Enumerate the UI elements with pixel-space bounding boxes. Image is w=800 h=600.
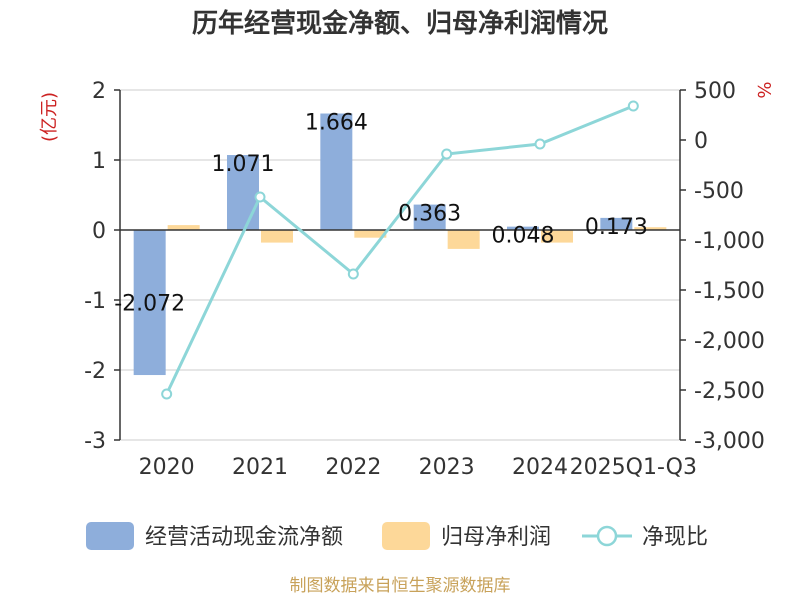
data-label-2020: -2.072	[114, 292, 185, 317]
category-label: 2023	[419, 455, 475, 480]
ratio-line	[161, 100, 639, 400]
left-axis-unit: (亿元)	[39, 92, 60, 142]
legend: 经营活动现金流净额 归母净利润 净现比	[86, 522, 708, 550]
bar-profit-2023	[447, 230, 480, 249]
bar-cashflow-2023	[413, 204, 446, 230]
category-label: 2020	[139, 455, 195, 480]
right-tick-label: -1,500	[694, 279, 765, 304]
right-tick-label: -2,000	[694, 329, 765, 354]
data-label-2024: 0.048	[492, 224, 555, 249]
bar-cashflow-2021	[227, 155, 259, 230]
bar-profit-2021	[261, 230, 293, 243]
bar-cashflow-2024	[507, 226, 539, 230]
data-label-2021: 1.071	[212, 152, 275, 177]
category-label: 2022	[325, 455, 381, 480]
bar-cashflow-2025Q1-Q3	[600, 217, 633, 230]
chart-title: 历年经营现金净额、归母净利润情况	[192, 8, 608, 39]
data-label-2022: 1.664	[305, 111, 368, 136]
legend-label-ratio: 净现比	[642, 525, 708, 550]
right-tick-label: 0	[694, 129, 708, 154]
category-label: 2021	[232, 455, 288, 480]
bar-profit-2020	[167, 225, 200, 230]
category-label: 2025Q1-Q3	[570, 455, 697, 480]
grid	[120, 89, 680, 441]
ratio-point-2021	[254, 191, 266, 203]
right-tick-label: -500	[694, 179, 744, 204]
data-label-2023: 0.363	[398, 202, 461, 227]
ratio-point-2024	[534, 138, 546, 150]
left-tick-label: -2	[84, 359, 106, 384]
legend-label-profit: 归母净利润	[441, 525, 551, 550]
bar-profit-2025Q1-Q3	[634, 227, 667, 230]
data-labels: -2.072 1.071 1.664 0.363 0.048 0.173	[114, 111, 648, 317]
legend-swatch-ratio-marker	[596, 525, 618, 547]
bars	[133, 113, 667, 376]
data-label-2025Q1-Q3: 0.173	[585, 215, 648, 240]
ratio-point-2023	[441, 148, 453, 160]
category-label: 2024	[512, 455, 568, 480]
source-note: 制图数据来自恒生聚源数据库	[290, 576, 511, 596]
bar-cashflow-2022	[320, 113, 353, 230]
ratio-line-path	[165, 104, 634, 395]
right-axis-unit: %	[753, 81, 774, 98]
axes	[114, 89, 686, 441]
legend-label-cashflow: 经营活动现金流净额	[145, 525, 343, 550]
left-tick-label: 0	[92, 219, 106, 244]
tick-labels: -3 -2 -1 0 1 2 -3,000 -2,500 -2,000 -1,500 -1,000 -…	[84, 79, 765, 480]
right-tick-label: -3,000	[694, 429, 765, 454]
legend-swatch-profit	[382, 522, 430, 550]
bar-profit-2022	[354, 230, 387, 238]
left-tick-label: 2	[92, 79, 106, 104]
right-tick-label: 500	[694, 79, 736, 104]
left-tick-label: 1	[92, 149, 106, 174]
left-tick-label: -1	[84, 289, 106, 314]
ratio-point-2022	[347, 268, 359, 280]
legend-swatch-cashflow	[86, 522, 134, 550]
ratio-point-2025Q1-Q3	[627, 100, 639, 112]
left-tick-label: -3	[84, 429, 106, 454]
ratio-point-2020	[161, 388, 173, 400]
right-tick-label: -1,000	[694, 229, 765, 254]
bar-cashflow-2020	[133, 230, 166, 376]
bar-profit-2024	[541, 230, 573, 243]
right-tick-label: -2,500	[694, 379, 765, 404]
